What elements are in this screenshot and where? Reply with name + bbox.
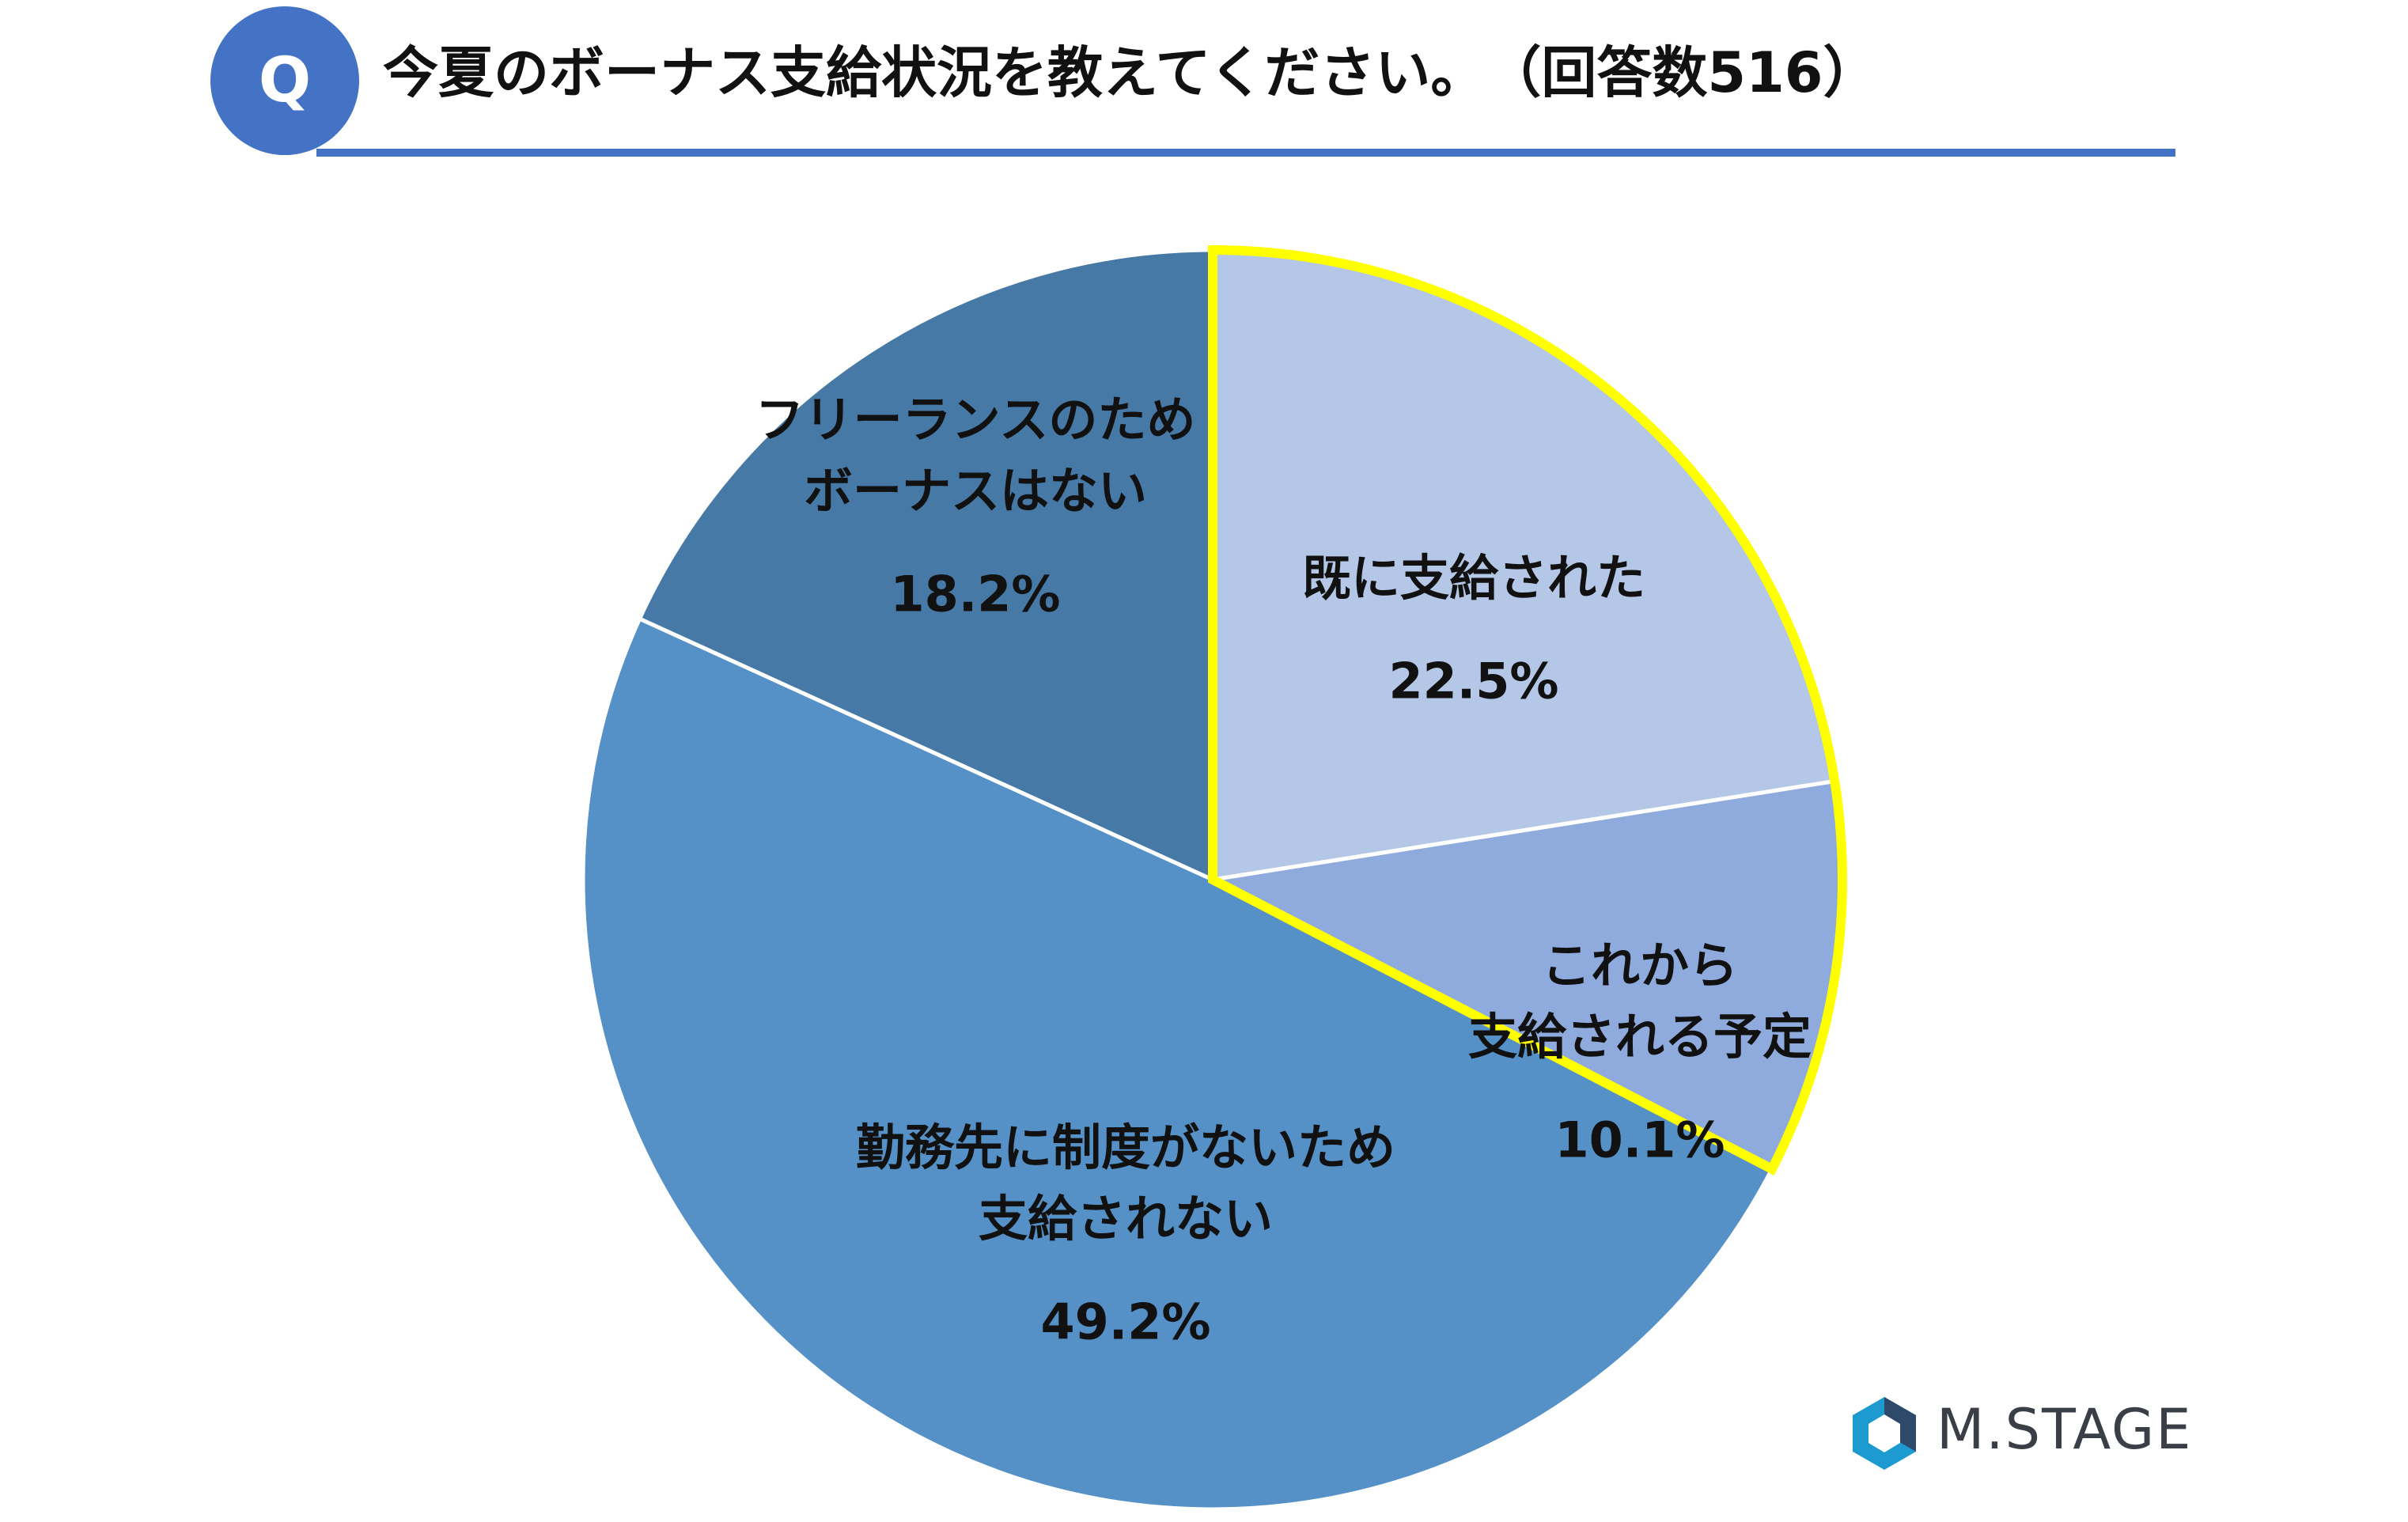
slice-category-label-0: 既に支給された — [1302, 549, 1645, 607]
slice-category-label-3: フリーランスのため — [755, 391, 1196, 449]
logo-wordmark: M.STAGE — [1937, 1397, 2193, 1462]
title-underline — [316, 149, 2175, 157]
hexagon-logo-icon — [1853, 1397, 1916, 1470]
slice-value-label-2: 49.2% — [1040, 1293, 1210, 1350]
pie-slice-2 — [581, 615, 1775, 1512]
pie-slices — [581, 248, 1845, 1512]
slice-value-label-1: 10.1% — [1554, 1111, 1725, 1168]
highlight-outline — [1208, 244, 1847, 1176]
pie-slice-3 — [637, 248, 1215, 883]
question-header: Q 今夏のボーナス支給状況を教えてください。 （回答数516） — [0, 0, 2408, 166]
slice-category-label-2: 勤務先に制度がないため — [856, 1119, 1395, 1176]
slice-value-label-3: 18.2% — [890, 565, 1060, 623]
chart-title: 今夏のボーナス支給状況を教えてください。 （回答数516） — [383, 40, 1879, 105]
slice-value-label-0: 22.5% — [1388, 652, 1558, 710]
slice-category-label-1: 支給される予定 — [1468, 1008, 1812, 1066]
highlight-outline-group — [1208, 244, 1847, 1176]
question-badge-letter: Q — [258, 45, 312, 116]
slice-category-label-3: ボーナスはない — [804, 462, 1147, 520]
mstage-logo: M.STAGE — [1843, 1392, 2239, 1479]
question-badge: Q — [210, 6, 359, 155]
slice-category-label-2: 支給されない — [979, 1190, 1273, 1248]
slice-category-label-1: これから — [1542, 937, 1738, 994]
